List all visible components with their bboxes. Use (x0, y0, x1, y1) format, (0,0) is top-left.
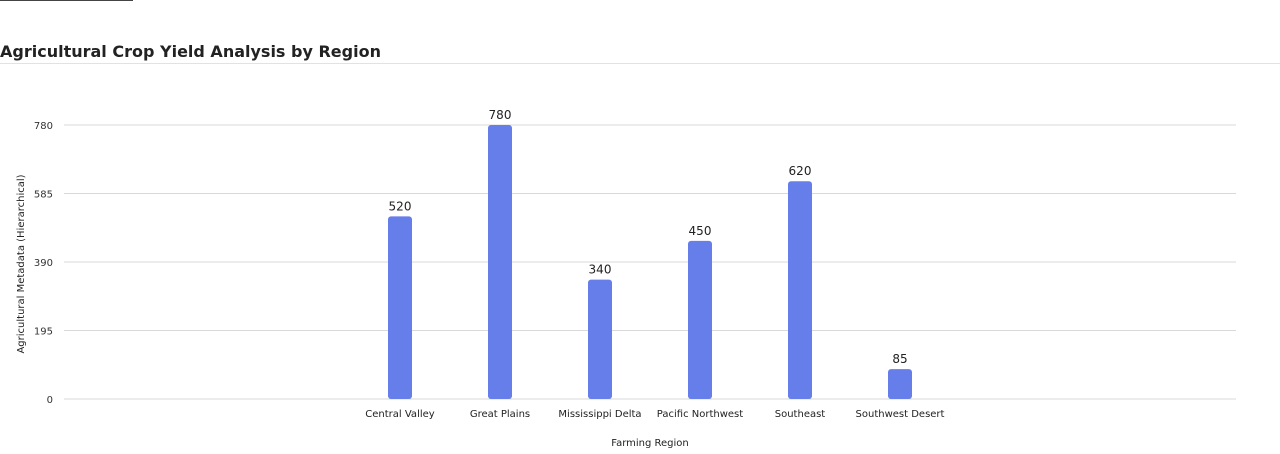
bar-value-label: 85 (892, 352, 907, 366)
bar (388, 216, 412, 399)
page-title: Agricultural Crop Yield Analysis by Regi… (0, 42, 381, 61)
bar-value-label: 340 (589, 263, 612, 277)
top-divider (0, 0, 133, 1)
x-axis-title: Farming Region (611, 438, 689, 449)
x-tick-label: Southwest Desert (856, 409, 945, 420)
bar-value-label: 780 (489, 108, 512, 122)
y-tick-label: 780 (34, 121, 53, 132)
title-divider (0, 63, 1280, 64)
y-tick-label: 585 (34, 190, 53, 201)
y-tick-label: 390 (34, 258, 53, 269)
x-tick-label: Central Valley (365, 409, 434, 420)
x-tick-label: Great Plains (470, 409, 530, 420)
x-tick-label: Pacific Northwest (657, 409, 743, 420)
bar-value-label: 520 (389, 199, 412, 213)
x-tick-label: Mississippi Delta (558, 409, 641, 420)
y-tick-label: 195 (34, 327, 53, 338)
bar (688, 240, 712, 399)
bar-value-label: 620 (789, 164, 812, 178)
y-tick-label: 0 (47, 395, 53, 406)
bar-value-label: 450 (689, 224, 712, 238)
x-tick-label: Southeast (775, 409, 826, 420)
bar (888, 369, 912, 399)
bar (788, 181, 812, 399)
y-axis-title: Agricultural Metadata (Hierarchical) (16, 174, 27, 353)
bar (588, 279, 612, 399)
bar (488, 125, 512, 399)
